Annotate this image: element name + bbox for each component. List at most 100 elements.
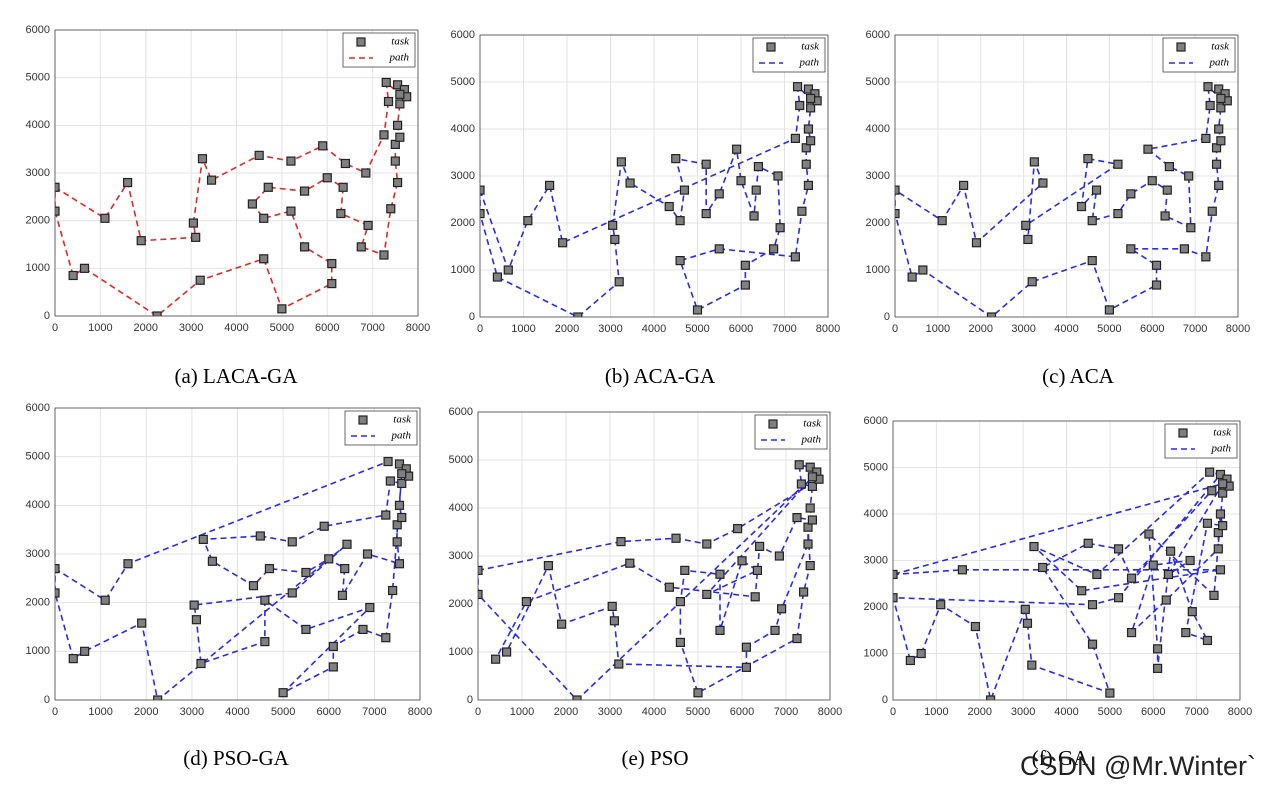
legend-label: path bbox=[390, 430, 411, 442]
task-marker bbox=[798, 587, 809, 597]
task-marker bbox=[286, 206, 296, 216]
legend-label: path bbox=[1210, 443, 1231, 455]
task-marker bbox=[264, 563, 275, 574]
task-marker bbox=[1216, 103, 1226, 113]
task-marker bbox=[1216, 93, 1226, 104]
task-marker bbox=[790, 252, 800, 262]
task-marker bbox=[191, 615, 202, 625]
x-tick-label: 8000 bbox=[406, 322, 430, 334]
task-marker bbox=[386, 204, 396, 214]
task-marker bbox=[1218, 479, 1228, 489]
y-tick-label: 0 bbox=[882, 694, 888, 706]
task-marker bbox=[1160, 211, 1170, 221]
task-marker bbox=[68, 654, 78, 664]
task-marker bbox=[379, 250, 389, 260]
task-marker bbox=[301, 624, 311, 635]
task-marker bbox=[383, 96, 394, 107]
task-marker bbox=[675, 596, 686, 607]
task-marker bbox=[55, 563, 60, 574]
task-marker bbox=[1209, 590, 1219, 600]
task-marker bbox=[702, 539, 712, 549]
task-marker bbox=[379, 130, 389, 140]
y-tick-label: 6000 bbox=[866, 29, 890, 41]
x-tick-label: 2000 bbox=[554, 706, 578, 718]
task-marker bbox=[715, 569, 725, 579]
task-marker bbox=[754, 541, 765, 552]
task-marker bbox=[1151, 280, 1162, 290]
task-marker bbox=[732, 524, 743, 534]
task-marker bbox=[381, 77, 391, 88]
task-marker bbox=[318, 141, 328, 151]
legend-marker bbox=[358, 415, 368, 425]
task-marker bbox=[1087, 600, 1098, 610]
task-marker bbox=[675, 637, 686, 648]
task-marker bbox=[985, 695, 996, 700]
caption: (a) LACA-GA bbox=[174, 364, 298, 388]
task-marker bbox=[1029, 157, 1039, 167]
y-tick-label: 6000 bbox=[26, 24, 50, 36]
task-marker bbox=[1147, 176, 1157, 186]
task-marker bbox=[971, 238, 982, 248]
task-marker bbox=[337, 590, 348, 600]
task-marker bbox=[702, 589, 712, 600]
task-marker bbox=[1202, 635, 1213, 646]
x-tick-label: 8000 bbox=[1228, 706, 1252, 718]
task-marker bbox=[327, 258, 337, 269]
y-tick-label: 5000 bbox=[864, 461, 888, 473]
x-tick-label: 3000 bbox=[1011, 323, 1035, 335]
task-marker bbox=[807, 472, 818, 482]
task-marker bbox=[1165, 546, 1176, 556]
x-tick-label: 6000 bbox=[729, 323, 753, 335]
task-marker bbox=[714, 244, 724, 254]
task-marker bbox=[397, 478, 407, 489]
task-marker bbox=[1038, 562, 1048, 573]
task-marker bbox=[737, 556, 747, 566]
task-marker bbox=[491, 654, 501, 664]
task-marker bbox=[328, 641, 338, 652]
task-marker bbox=[740, 280, 750, 290]
task-marker bbox=[322, 173, 332, 183]
y-tick-label: 3000 bbox=[866, 170, 890, 182]
task-marker bbox=[358, 624, 368, 635]
axes-box bbox=[54, 407, 421, 701]
task-marker bbox=[741, 662, 752, 672]
x-tick-label: 1000 bbox=[510, 706, 534, 718]
x-tick-label: 2000 bbox=[969, 323, 993, 335]
y-tick-label: 4000 bbox=[26, 499, 50, 511]
subplot: 0 1000 2000 3000 4000 5000 6000 0 1000 2000 3000 40… bbox=[26, 402, 433, 770]
task-marker bbox=[664, 201, 674, 212]
task-marker bbox=[198, 534, 208, 545]
y-tick-label: 6000 bbox=[451, 29, 475, 41]
task-marker bbox=[610, 234, 620, 245]
task-marker bbox=[248, 581, 259, 591]
task-marker bbox=[732, 144, 742, 154]
x-tick-label: 2000 bbox=[134, 706, 158, 718]
task-marker bbox=[803, 539, 813, 549]
subplot: 0 1000 2000 3000 4000 5000 6000 0 1000 2000 3000 40… bbox=[864, 415, 1253, 770]
task-marker bbox=[1087, 216, 1097, 226]
x-tick-label: 7000 bbox=[360, 322, 384, 334]
task-marker bbox=[286, 156, 296, 166]
task-marker bbox=[392, 80, 403, 90]
task-marker bbox=[80, 646, 90, 656]
task-marker bbox=[801, 159, 811, 169]
task-marker bbox=[893, 569, 898, 580]
x-tick-label: 7000 bbox=[1183, 323, 1207, 335]
task-marker bbox=[1185, 555, 1195, 566]
task-marker bbox=[1143, 144, 1153, 154]
task-marker bbox=[1164, 162, 1175, 172]
task-marker bbox=[918, 265, 928, 275]
task-marker bbox=[1113, 159, 1123, 169]
task-marker bbox=[381, 510, 391, 520]
task-marker bbox=[260, 636, 270, 647]
task-marker bbox=[255, 531, 265, 541]
x-tick-label: 5000 bbox=[1097, 323, 1121, 335]
task-marker bbox=[365, 602, 375, 613]
task-marker bbox=[1126, 244, 1136, 254]
legend-marker bbox=[766, 42, 776, 52]
task-marker bbox=[1203, 82, 1213, 92]
x-tick-label: 1000 bbox=[511, 323, 535, 335]
subplot: 0 1000 2000 3000 4000 5000 6000 0 1000 2000 3000 40… bbox=[449, 406, 843, 770]
task-marker bbox=[260, 595, 270, 605]
task-marker bbox=[609, 616, 620, 626]
